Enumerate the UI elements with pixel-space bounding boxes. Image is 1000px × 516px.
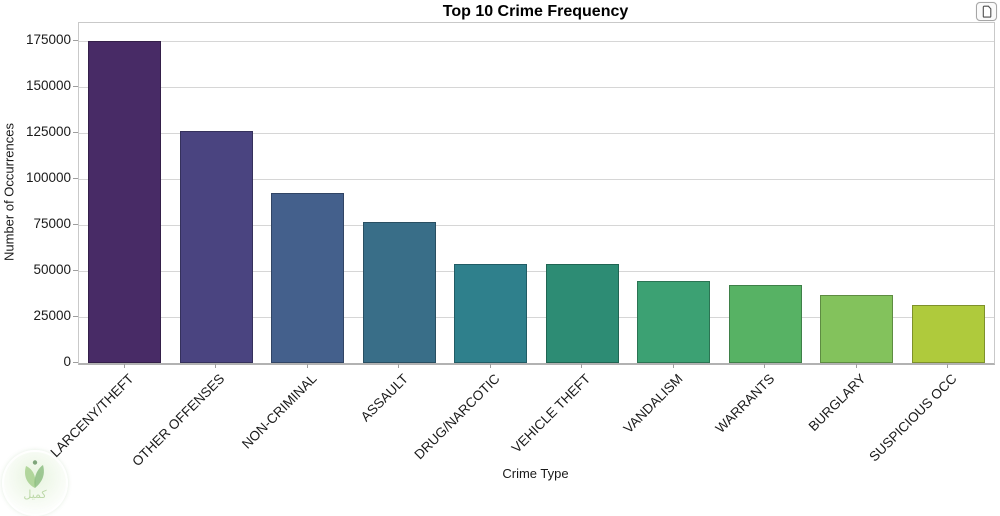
y-tick-mark	[73, 86, 78, 88]
y-tick-mark	[73, 270, 78, 271]
gridline	[79, 271, 994, 272]
plot-area	[78, 22, 995, 365]
gridline	[79, 41, 994, 43]
bar-vehicle-theft	[545, 264, 619, 363]
y-tick-label: 100000	[25, 170, 71, 186]
chart-title: Top 10 Crime Frequency	[442, 3, 629, 20]
bar-vandalism	[637, 280, 711, 363]
x-tick-label: VANDALISM	[620, 371, 686, 437]
leaf-icon	[25, 460, 44, 488]
y-tick-mark	[73, 316, 78, 317]
gridline	[79, 317, 994, 318]
y-tick-label: 0	[63, 354, 71, 369]
x-tick-mark	[581, 364, 583, 368]
x-tick-mark	[215, 364, 217, 368]
gridline	[79, 179, 994, 181]
y-tick-mark	[73, 132, 78, 134]
y-tick-label: 125000	[25, 124, 71, 140]
bar-warrants	[728, 285, 802, 363]
y-tick-label: 150000	[25, 78, 71, 94]
x-tick-label: ASSAULT	[357, 371, 411, 425]
x-tick-label: NON-CRIMINAL	[238, 371, 320, 452]
x-tick-label: VEHICLE THEFT	[509, 371, 594, 456]
x-tick-label: LARCENY/THEFT	[47, 371, 137, 461]
y-axis-title: Number of Occurrences	[1, 123, 17, 261]
gridline	[79, 225, 994, 226]
bar-larceny-theft	[88, 41, 162, 363]
x-tick-mark	[672, 364, 674, 368]
copy-icon	[982, 5, 992, 18]
y-tick-label: 75000	[33, 216, 71, 231]
x-tick-mark	[764, 364, 766, 368]
x-tick-label: SUSPICIOUS OCC	[866, 371, 960, 465]
y-tick-mark	[73, 224, 78, 225]
x-tick-label: BURGLARY	[805, 371, 869, 434]
y-tick-label: 175000	[25, 32, 71, 48]
bar-assault	[362, 221, 436, 363]
x-tick-label: WARRANTS	[711, 371, 777, 436]
x-tick-mark	[398, 364, 400, 368]
y-tick-mark	[73, 40, 78, 42]
x-tick-mark	[489, 364, 491, 368]
y-tick-label: 50000	[33, 262, 71, 277]
x-tick-label: OTHER OFFENSES	[129, 371, 228, 470]
gridline	[79, 133, 994, 135]
copy-button[interactable]	[976, 2, 997, 21]
x-tick-mark	[947, 364, 949, 368]
bar-drug-narcotic	[454, 263, 528, 363]
bar-non-criminal	[271, 193, 345, 363]
x-tick-mark	[306, 364, 308, 368]
x-axis-title: Crime Type	[502, 466, 569, 481]
x-tick-mark	[855, 364, 857, 368]
bar-burglary	[820, 295, 894, 363]
x-tick-label: DRUG/NARCOTIC	[411, 371, 503, 463]
x-tick-mark	[123, 364, 125, 368]
y-tick-mark	[73, 362, 78, 363]
gridline	[79, 87, 994, 89]
bar-other-offenses	[179, 130, 253, 363]
bar-suspicious-occ	[911, 305, 985, 363]
y-tick-mark	[73, 178, 78, 180]
y-tick-label: 25000	[33, 308, 71, 323]
